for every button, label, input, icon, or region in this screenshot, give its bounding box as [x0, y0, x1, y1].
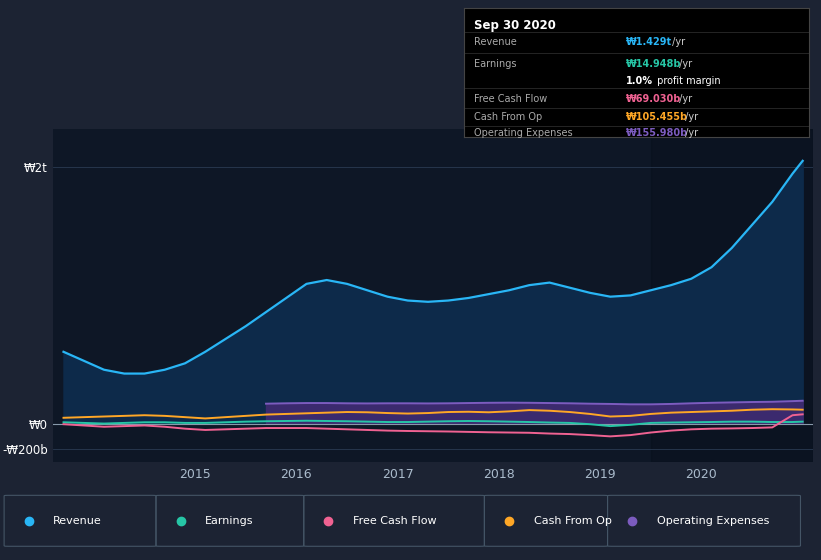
Text: /yr: /yr	[681, 111, 698, 122]
Text: Operating Expenses: Operating Expenses	[657, 516, 769, 526]
Text: Sep 30 2020: Sep 30 2020	[475, 18, 556, 32]
Text: 1.0%: 1.0%	[626, 76, 653, 86]
Text: ₩14.948b: ₩14.948b	[626, 59, 681, 69]
Text: Cash From Op: Cash From Op	[534, 516, 612, 526]
Text: Operating Expenses: Operating Expenses	[475, 128, 573, 138]
Text: Cash From Op: Cash From Op	[475, 111, 543, 122]
Text: Free Cash Flow: Free Cash Flow	[475, 94, 548, 104]
Text: Earnings: Earnings	[205, 516, 254, 526]
Text: Revenue: Revenue	[53, 516, 102, 526]
Text: ₩69.030b: ₩69.030b	[626, 94, 681, 104]
Text: Free Cash Flow: Free Cash Flow	[353, 516, 437, 526]
Text: ₩155.980b: ₩155.980b	[626, 128, 688, 138]
Text: ₩1.429t: ₩1.429t	[626, 37, 672, 47]
Text: Revenue: Revenue	[475, 37, 517, 47]
Text: /yr: /yr	[676, 94, 692, 104]
Text: profit margin: profit margin	[654, 76, 720, 86]
Text: Earnings: Earnings	[475, 59, 516, 69]
Text: /yr: /yr	[681, 128, 698, 138]
Text: /yr: /yr	[669, 37, 686, 47]
Text: ₩105.455b: ₩105.455b	[626, 111, 688, 122]
Bar	[651, 129, 813, 462]
Text: /yr: /yr	[676, 59, 692, 69]
